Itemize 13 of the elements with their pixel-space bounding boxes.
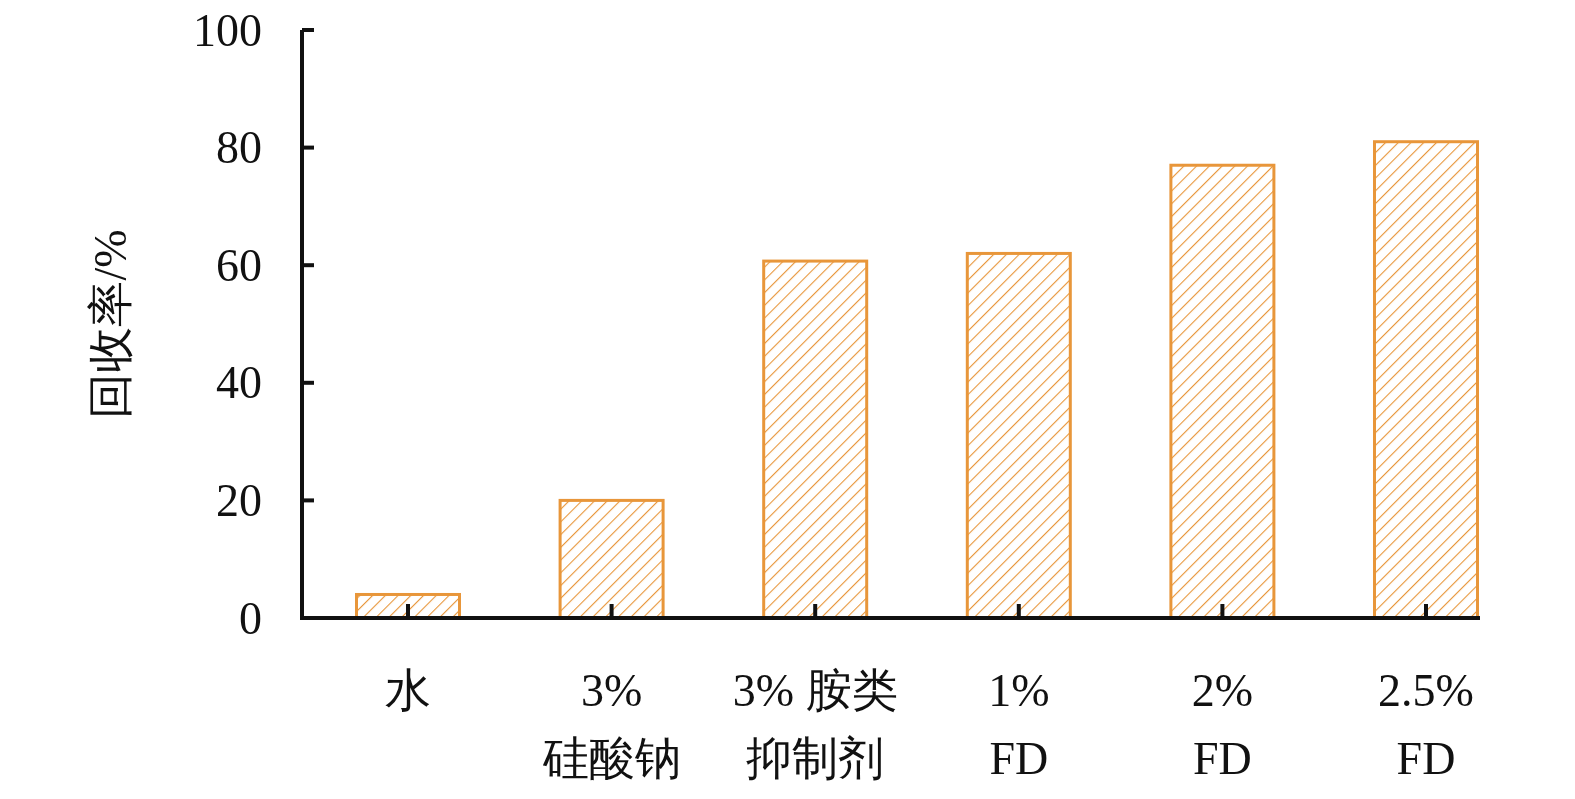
y-axis-title: 回收率/% (84, 229, 136, 419)
y-tick-label: 0 (239, 592, 262, 644)
x-tick-label: 2.5% FD (1378, 664, 1474, 784)
y-tick-label: 100 (193, 4, 262, 56)
y-tick-label: 40 (216, 357, 262, 409)
x-tick-label: 1% FD (988, 664, 1050, 784)
x-tick-label: 3% 硅酸钠 (541, 664, 681, 784)
y-tick-label: 80 (216, 122, 262, 174)
x-tick-label: 3% 胺类抑制剂 (732, 664, 898, 784)
y-tick-label: 20 (216, 474, 262, 526)
y-tick-label: 60 (216, 239, 262, 291)
x-tick-label: 2% FD (1191, 664, 1254, 784)
x-tick-label: 水 (385, 664, 431, 716)
